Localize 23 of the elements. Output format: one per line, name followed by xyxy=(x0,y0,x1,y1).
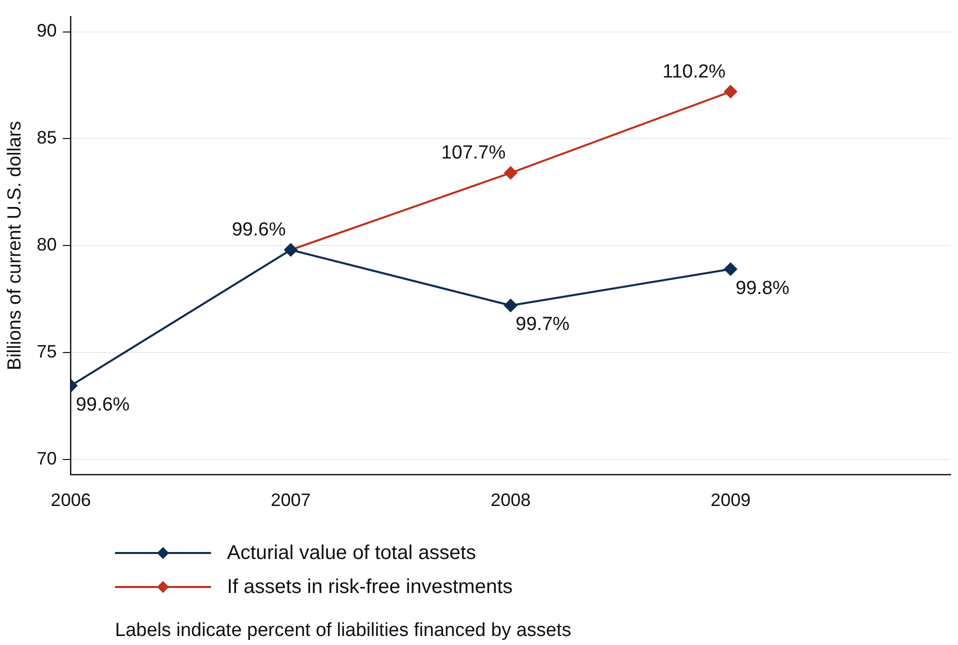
x-tick-label: 2006 xyxy=(50,490,91,510)
annotation: 99.8% xyxy=(736,278,790,299)
y-tick-label: 85 xyxy=(36,128,57,148)
y-tick-label: 90 xyxy=(36,20,57,41)
point xyxy=(504,298,518,312)
annotation: 99.7% xyxy=(516,314,570,336)
annotation: 99.6% xyxy=(76,394,130,416)
x-tick-label: 2009 xyxy=(710,490,751,510)
y-tick-label: 75 xyxy=(36,341,57,362)
y-tick-label: 80 xyxy=(36,234,57,255)
x-tick-label: 2007 xyxy=(270,490,311,510)
y-tick-label: 70 xyxy=(36,448,57,468)
point xyxy=(724,85,738,98)
y-axis-title: Billions of current U.S. dollars xyxy=(4,120,26,370)
legend-label: If assets in risk-free investments xyxy=(227,576,513,598)
annotation: 107.7% xyxy=(441,142,506,164)
point xyxy=(504,166,518,180)
legend-label: Acturial value of total assets xyxy=(227,542,476,564)
x-tick-label: 2008 xyxy=(490,490,531,510)
text: Labels indicate percent of liabilities financed by assets xyxy=(115,620,572,642)
annotation: 110.2% xyxy=(662,61,726,82)
point xyxy=(724,262,738,276)
annotation: 99.6% xyxy=(232,220,286,241)
